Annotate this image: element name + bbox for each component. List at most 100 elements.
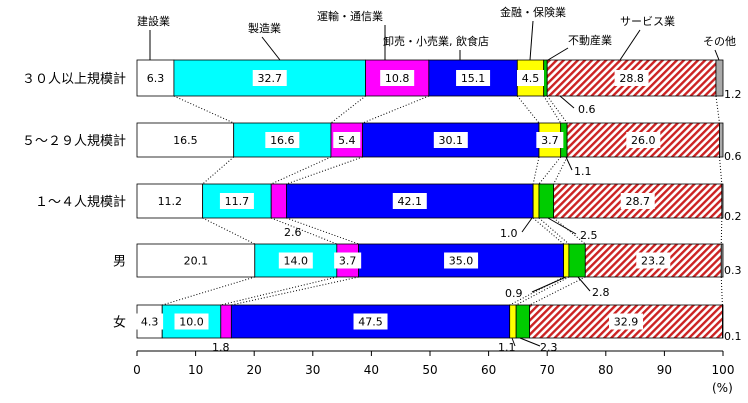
connector-line — [202, 217, 256, 245]
value-label-bg — [178, 252, 213, 269]
connector-line — [202, 156, 235, 185]
x-tick-label: 30 — [305, 363, 320, 377]
value-label: 47.5 — [358, 316, 383, 329]
outside-value-label: 1.1 — [574, 165, 592, 178]
outside-value-label: 0.1 — [724, 330, 742, 343]
value-label-bg — [614, 70, 649, 86]
legend-leader-line — [261, 36, 281, 61]
outside-value-label: 0.9 — [505, 287, 523, 300]
connector-line — [720, 276, 723, 306]
outside-value-label: 2.5 — [580, 229, 598, 242]
legend-label: その他 — [703, 35, 736, 48]
legend-leader-line — [529, 20, 534, 61]
connector-line — [362, 95, 430, 124]
connector-line — [715, 95, 720, 124]
outside-value-label: 1.2 — [724, 88, 742, 101]
outside-value-label: 0.3 — [724, 264, 742, 277]
connector-line — [516, 95, 540, 124]
legend-label: 不動産業 — [568, 33, 612, 47]
value-label-bg — [136, 313, 164, 330]
outside-value-label: 2.6 — [284, 226, 302, 239]
value-label: 10.0 — [179, 316, 204, 329]
x-tick-label: 20 — [247, 363, 262, 377]
category-label: 女 — [113, 315, 126, 331]
legend-label: 建設業 — [137, 14, 170, 28]
outside-value-label: 0.6 — [578, 103, 596, 116]
value-label: 42.1 — [398, 195, 423, 208]
bar-segment — [220, 304, 232, 339]
legend-label: 卸売・小売業, 飲食店 — [383, 34, 489, 48]
value-label: 11.2 — [158, 195, 183, 208]
value-label-bg — [626, 132, 661, 148]
connector-line — [173, 95, 234, 124]
outside-value-labels: 0.6 1.2 1.1 0.6 2.6 1.0 2.5 0.2 0.9 2.8 0.3 1.8 1.1 2… — [212, 88, 742, 354]
connector-line — [162, 276, 255, 306]
bar-segment — [543, 59, 548, 97]
x-tick-label: 10 — [188, 363, 203, 377]
bar-segment — [721, 183, 724, 219]
connector-line — [529, 276, 586, 306]
bar-segment — [515, 304, 531, 339]
value-leader-line — [559, 95, 575, 109]
connector-line — [231, 276, 359, 306]
bar-segment — [722, 304, 724, 339]
x-tick-label: 60 — [481, 363, 496, 377]
value-label: 32.9 — [614, 316, 639, 329]
value-label: 5.4 — [338, 134, 356, 147]
outside-value-label: 1.0 — [500, 227, 518, 240]
legend-label: 製造業 — [248, 21, 281, 35]
connector-line — [509, 276, 564, 306]
value-label-bg — [278, 252, 313, 269]
connector-line — [538, 156, 562, 185]
category-label: ５～２９人規模計 — [22, 133, 126, 149]
outside-value-label: 1.1 — [498, 341, 516, 354]
category-label: ３０人以上規模計 — [22, 71, 126, 87]
value-label-bg — [152, 193, 187, 209]
value-label: 10.8 — [385, 72, 410, 85]
x-tick-label: 40 — [364, 363, 379, 377]
connector-line — [270, 156, 332, 185]
value-leader-line — [519, 337, 541, 347]
value-label: 3.7 — [339, 255, 357, 268]
value-label: 32.7 — [257, 72, 282, 85]
connector-line — [286, 156, 363, 185]
bar-segment — [563, 243, 570, 278]
x-tick-label: 80 — [598, 363, 613, 377]
bars: 6.3 32.7 10.8 15.1 4.5 28.8 16.5 16.6 5.4 30.1 3.7… — [136, 59, 724, 339]
connector-line — [720, 217, 723, 245]
value-label: 35.0 — [449, 255, 474, 268]
connector-line — [546, 95, 568, 124]
connector-line — [532, 156, 540, 185]
connector-lines — [162, 95, 723, 306]
value-label-bg — [433, 132, 468, 148]
x-tick-label: 90 — [657, 363, 672, 377]
outside-value-label: 2.3 — [540, 341, 558, 354]
category-label: １～４人規模計 — [35, 194, 126, 210]
value-label-bg — [380, 70, 415, 86]
x-tick-label: 50 — [422, 363, 437, 377]
value-label: 6.3 — [147, 72, 165, 85]
value-label: 16.6 — [270, 134, 295, 147]
connector-line — [286, 217, 359, 245]
connector-line — [538, 217, 570, 245]
value-leader-line — [511, 337, 516, 347]
bar-segment — [509, 304, 517, 339]
value-label-bg — [620, 193, 655, 209]
outside-value-label: 1.8 — [212, 341, 230, 354]
value-label-bg — [174, 313, 209, 330]
x-tick-label: 70 — [540, 363, 555, 377]
connector-line — [515, 276, 570, 306]
connector-line — [271, 217, 338, 245]
value-label: 14.0 — [284, 255, 309, 268]
value-label-bg — [141, 70, 169, 86]
value-label: 16.5 — [173, 134, 198, 147]
value-label: 26.0 — [631, 134, 656, 147]
value-label-bg — [536, 132, 564, 148]
value-label-bg — [168, 132, 203, 148]
outside-value-label: 0.2 — [724, 210, 742, 223]
value-label: 23.2 — [641, 255, 666, 268]
outside-value-label: 0.6 — [724, 150, 742, 163]
value-label: 28.7 — [625, 195, 650, 208]
connector-line — [532, 217, 564, 245]
value-label-bg — [392, 193, 427, 209]
